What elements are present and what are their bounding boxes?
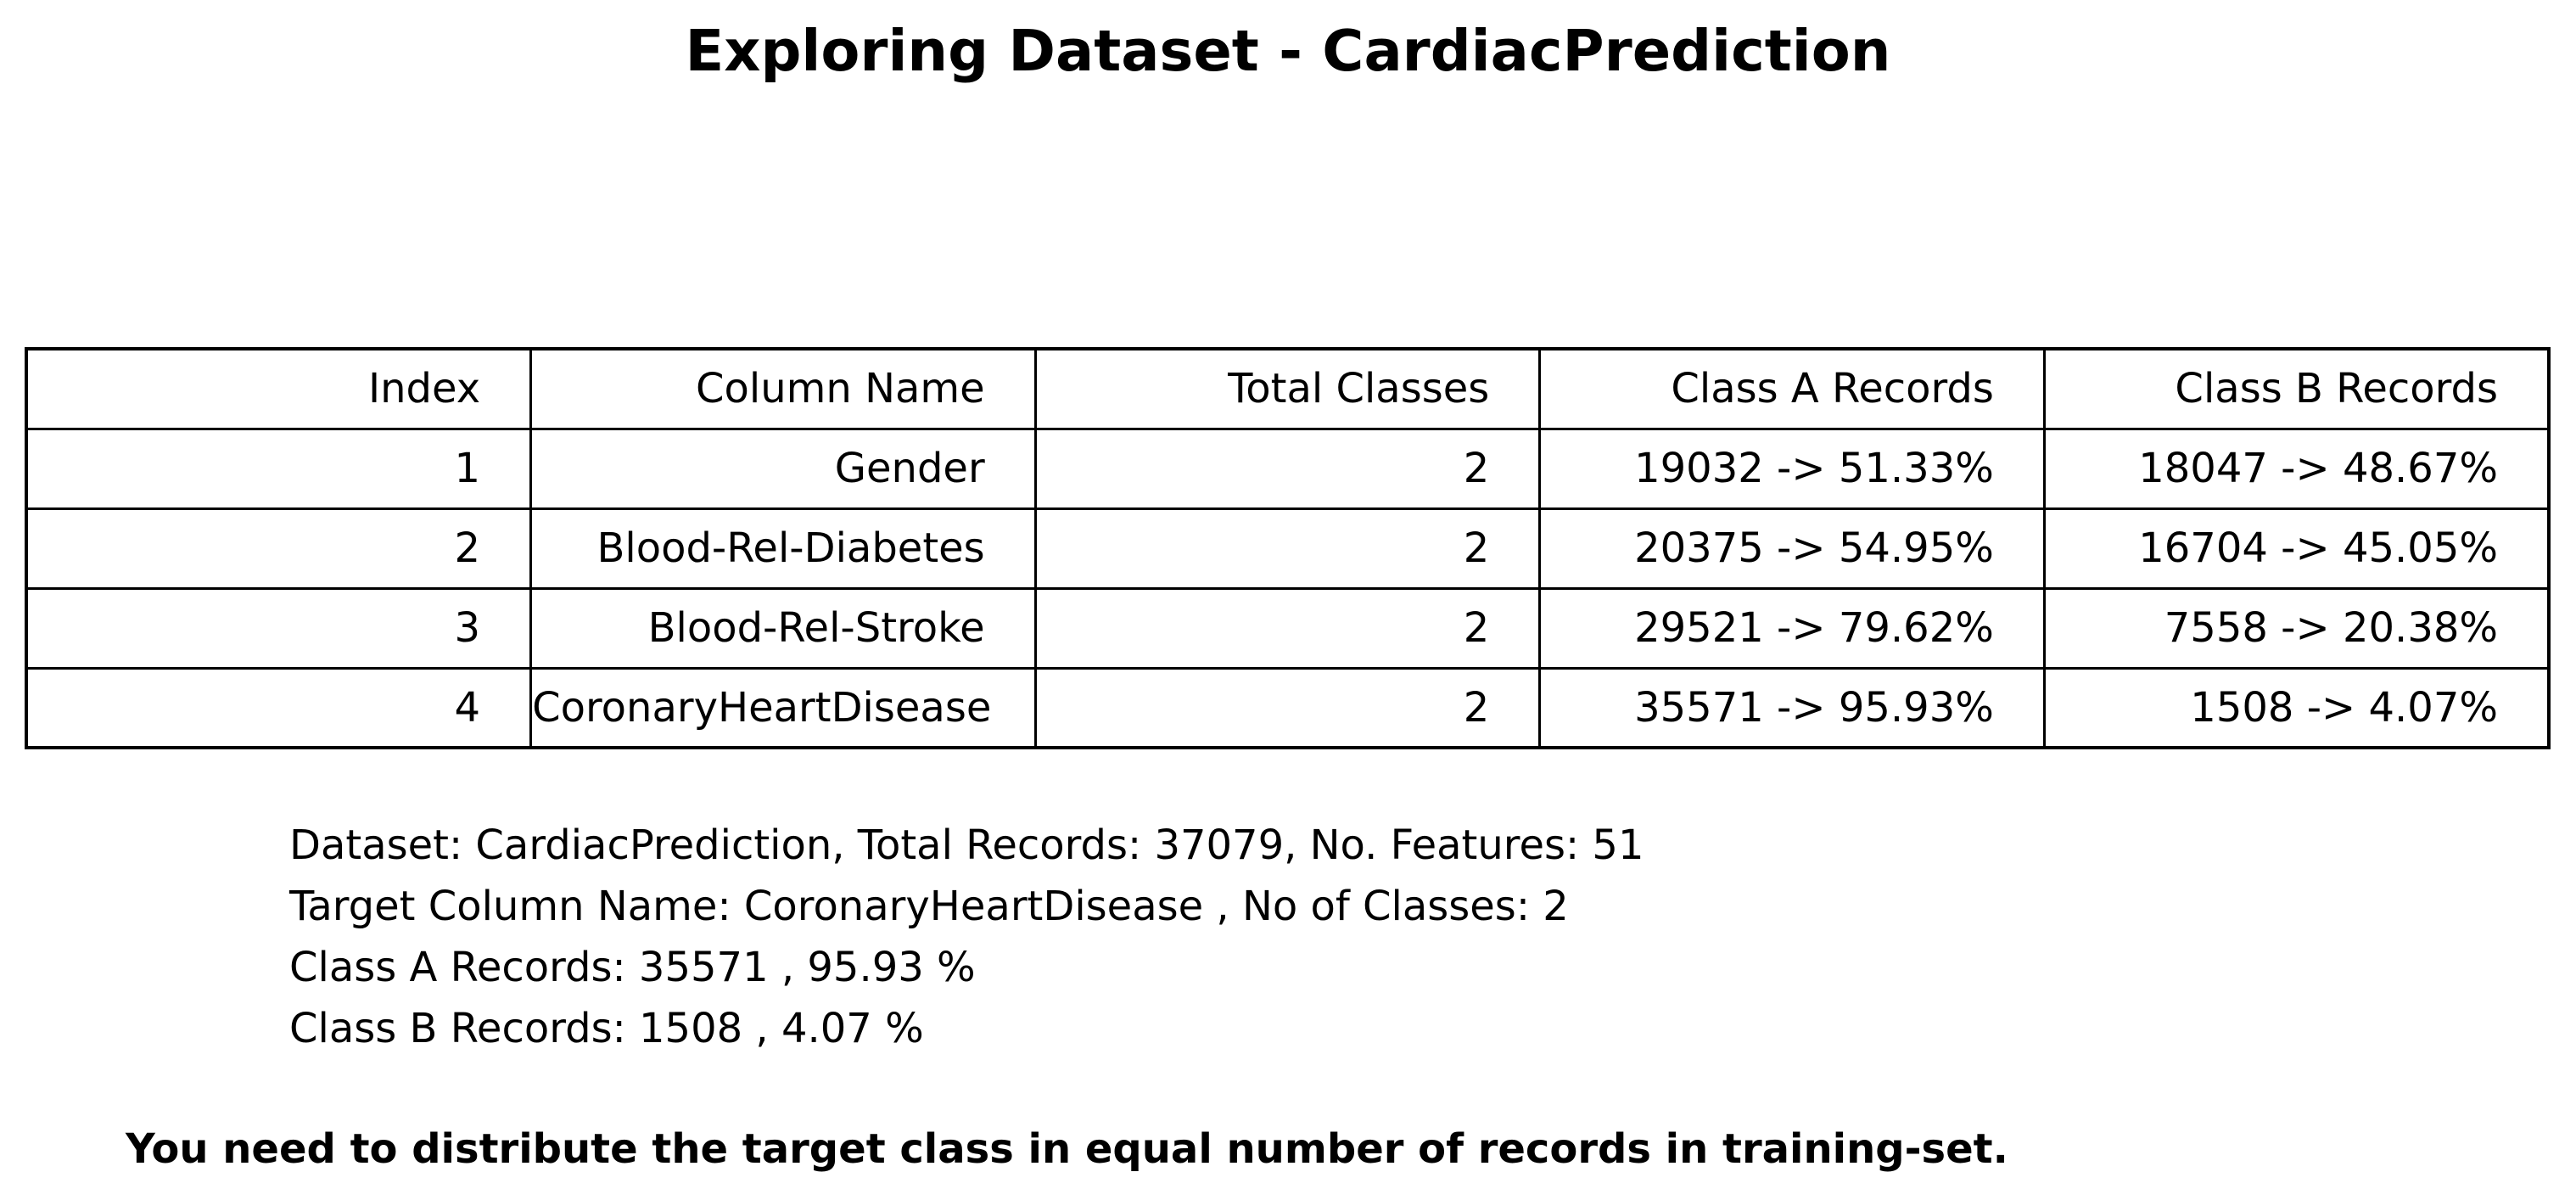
column-header-class-a-records: Class A Records: [1538, 347, 2046, 430]
table-cell-column-name: Blood-Rel-Stroke: [529, 586, 1037, 670]
table-cell-total-classes: 2: [1033, 586, 1542, 670]
column-header-index: Index: [25, 347, 533, 430]
table-cell-total-classes: 2: [1033, 507, 1542, 590]
table-cell-column-name: Blood-Rel-Diabetes: [529, 507, 1037, 590]
table-cell-index: 3: [25, 586, 533, 670]
table-row: 4 CoronaryHeartDisease 2 35571 -> 95.93%…: [25, 666, 2551, 749]
table-cell-class-b-records: 7558 -> 20.38%: [2042, 586, 2551, 670]
table-cell-class-a-records: 35571 -> 95.93%: [1538, 666, 2046, 749]
table-cell-class-b-records: 1508 -> 4.07%: [2042, 666, 2551, 749]
summary-target-line: Target Column Name: CoronaryHeartDisease…: [289, 883, 1569, 930]
table-cell-class-b-records: 16704 -> 45.05%: [2042, 507, 2551, 590]
table-cell-class-b-records: 18047 -> 48.67%: [2042, 427, 2551, 510]
data-table: Index Column Name Total Classes Class A …: [25, 347, 2551, 749]
column-header-column-name: Column Name: [529, 347, 1037, 430]
table-row: 3 Blood-Rel-Stroke 2 29521 -> 79.62% 755…: [25, 586, 2551, 670]
column-header-total-classes: Total Classes: [1033, 347, 1542, 430]
recommendation-note: You need to distribute the target class …: [126, 1125, 2008, 1173]
table-cell-index: 1: [25, 427, 533, 510]
table-cell-column-name: CoronaryHeartDisease: [529, 666, 1037, 749]
summary-dataset-line: Dataset: CardiacPrediction, Total Record…: [289, 821, 1644, 869]
table-cell-total-classes: 2: [1033, 666, 1542, 749]
summary-class-b-line: Class B Records: 1508 , 4.07 %: [289, 1005, 924, 1052]
table-cell-total-classes: 2: [1033, 427, 1542, 510]
table-cell-class-a-records: 29521 -> 79.62%: [1538, 586, 2046, 670]
dataset-summary: Dataset: CardiacPrediction, Total Record…: [289, 815, 1644, 1059]
summary-class-a-line: Class A Records: 35571 , 95.93 %: [289, 944, 976, 991]
table-cell-class-a-records: 19032 -> 51.33%: [1538, 427, 2046, 510]
chart-title: Exploring Dataset - CardiacPrediction: [685, 18, 1891, 84]
table-cell-column-name: Gender: [529, 427, 1037, 510]
column-header-class-b-records: Class B Records: [2042, 347, 2551, 430]
table-cell-index: 2: [25, 507, 533, 590]
table-cell-index: 4: [25, 666, 533, 749]
table-row: 2 Blood-Rel-Diabetes 2 20375 -> 54.95% 1…: [25, 507, 2551, 590]
table-header-row: Index Column Name Total Classes Class A …: [25, 347, 2551, 430]
table-row: 1 Gender 2 19032 -> 51.33% 18047 -> 48.6…: [25, 427, 2551, 510]
table-cell-class-a-records: 20375 -> 54.95%: [1538, 507, 2046, 590]
